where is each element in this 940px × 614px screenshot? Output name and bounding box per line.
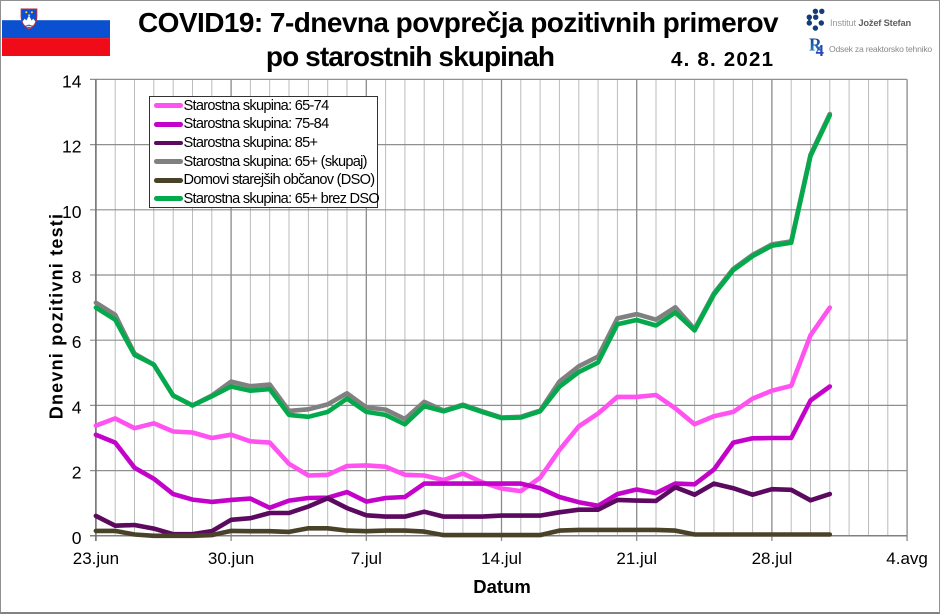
svg-text:4: 4 (72, 397, 82, 417)
svg-text:14: 14 (62, 71, 82, 91)
svg-text:R: R (809, 36, 822, 55)
svg-text:8: 8 (72, 267, 82, 287)
svg-text:4.avg: 4.avg (886, 549, 928, 568)
svg-text:28.jul: 28.jul (752, 549, 793, 568)
svg-text:2: 2 (72, 463, 82, 483)
svg-text:12: 12 (62, 137, 81, 157)
svg-text:21.jul: 21.jul (616, 549, 657, 568)
svg-text:10: 10 (62, 202, 82, 222)
svg-text:4: 4 (816, 41, 824, 58)
svg-text:0: 0 (72, 528, 82, 548)
svg-text:6: 6 (72, 332, 82, 352)
svg-text:30.jun: 30.jun (208, 549, 254, 568)
svg-text:14.jul: 14.jul (481, 549, 522, 568)
svg-text:23.jun: 23.jun (73, 549, 119, 568)
svg-text:7.jul: 7.jul (351, 549, 382, 568)
